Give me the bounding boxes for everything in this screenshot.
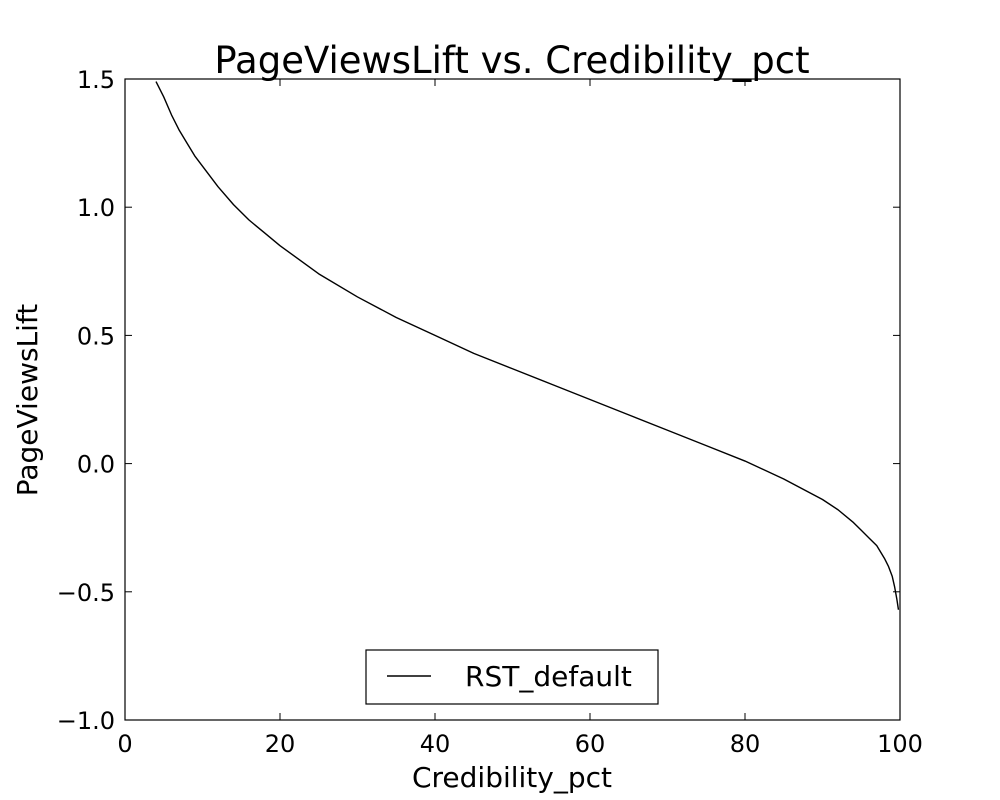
plot-frame — [124, 78, 901, 721]
y-tick-label: 1.5 — [77, 66, 115, 94]
x-tick-label: 40 — [420, 730, 451, 758]
y-axis-ticks: −1.0 −0.5 0.0 0.5 1.0 1.5 — [57, 66, 900, 735]
chart-title: PageViewsLift vs. Credibility_pct — [214, 39, 809, 82]
y-tick-label: −1.0 — [57, 707, 115, 735]
y-axis-label: PageViewsLift — [11, 304, 44, 497]
legend: RST_default — [365, 649, 659, 705]
y-tick-label: 1.0 — [77, 194, 115, 222]
y-tick-label: 0.0 — [77, 451, 115, 479]
series-line-rst-default — [155, 81, 900, 610]
x-tick-label: 60 — [575, 730, 606, 758]
y-tick-label: −0.5 — [57, 579, 115, 607]
legend-box — [365, 649, 659, 705]
x-tick-label: 80 — [730, 730, 761, 758]
x-tick-label: 100 — [877, 730, 923, 758]
series-layer — [155, 81, 900, 610]
y-tick-label: 0.5 — [77, 322, 115, 350]
x-tick-label: 20 — [265, 730, 296, 758]
legend-label: RST_default — [465, 660, 632, 693]
x-axis-ticks: 0 20 40 60 80 100 — [117, 79, 923, 758]
x-tick-label: 0 — [117, 730, 132, 758]
x-axis-label: Credibility_pct — [412, 761, 612, 794]
